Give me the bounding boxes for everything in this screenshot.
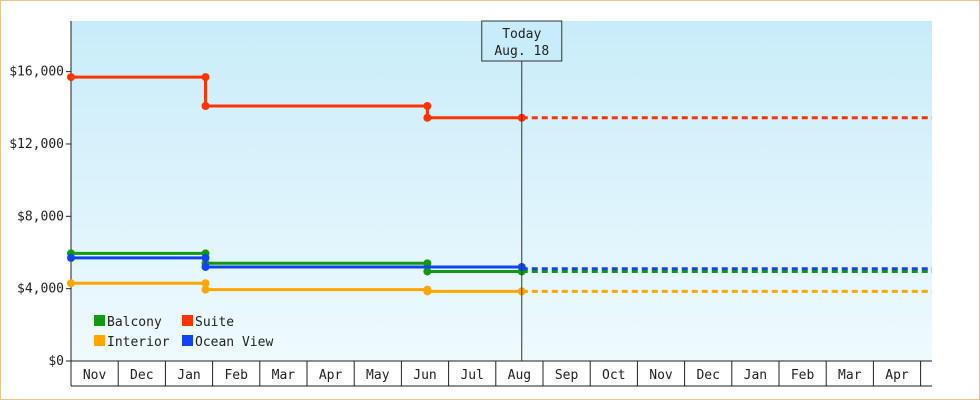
y-tick-label: $8,000: [17, 209, 64, 224]
data-point-suite: [423, 113, 432, 122]
y-tick-label: $4,000: [17, 282, 64, 297]
x-tick-label: Nov: [83, 368, 107, 383]
legend-label-suite: Suite: [195, 315, 234, 330]
data-point-suite: [67, 73, 75, 82]
legend-swatch-suite: [182, 315, 193, 326]
x-tick-label: Apr: [319, 368, 343, 383]
series-line-ocean-view: [71, 256, 522, 269]
plot-area: [71, 21, 932, 361]
today-date: Aug. 18: [494, 44, 549, 59]
x-tick-label: May: [366, 368, 390, 383]
legend-swatch-ocean-view: [182, 335, 193, 346]
series-line-suite: [71, 75, 522, 120]
x-tick-label: Oct: [602, 368, 625, 383]
x-tick-label: Jun: [413, 368, 436, 383]
legend-label-ocean-view: Ocean View: [195, 335, 273, 350]
series-layer: [67, 73, 932, 296]
data-point-interior: [423, 287, 432, 296]
series-line-interior: [71, 281, 522, 293]
legend-label-interior: Interior: [107, 335, 170, 350]
series-line-balcony: [71, 251, 522, 273]
x-tick-label: Dec: [130, 368, 153, 383]
y-tick-label: $12,000: [9, 137, 64, 152]
data-point-ocean-view: [201, 262, 210, 271]
y-tick-label: $0: [48, 354, 64, 369]
legend-swatch-balcony: [94, 315, 105, 326]
today-label: Today: [502, 27, 541, 42]
x-tick-label: Mar: [838, 368, 862, 383]
x-tick-label: Jan: [177, 368, 200, 383]
data-point-suite: [201, 102, 210, 110]
x-tick-label: Mar: [272, 368, 296, 383]
today-box: [481, 20, 563, 62]
x-tick-label: Jan: [744, 368, 767, 383]
data-point-balcony: [423, 259, 432, 268]
x-tick-label: Dec: [696, 368, 719, 383]
x-tick-label: Feb: [791, 368, 815, 383]
x-axis: Nov Dec Jan Feb Mar Apr May Jun Jul Aug Sep Oct Nov D…: [70, 360, 932, 387]
x-tick-label: Sep: [555, 368, 579, 383]
x-tick-label: Feb: [224, 368, 248, 383]
x-tick-label: Aug: [508, 368, 531, 383]
legend-label-balcony: Balcony: [107, 315, 162, 330]
y-tick-label: $16,000: [9, 65, 64, 80]
x-tick-label: Nov: [649, 368, 673, 383]
legend: Balcony Suite Interior Ocean View: [94, 315, 273, 350]
legend-swatch-interior: [94, 335, 105, 346]
data-point-ocean-view: [67, 253, 75, 262]
data-point-balcony: [423, 267, 432, 276]
data-point-ocean-view: [201, 253, 210, 262]
y-axis: $0 $4,000 $8,000 $12,000 $16,000: [9, 21, 72, 386]
data-point-interior: [67, 279, 75, 288]
data-point-interior: [201, 279, 210, 288]
today-marker: Today Aug. 18: [481, 20, 563, 361]
data-point-interior: [201, 285, 210, 294]
x-tick-label: Apr: [885, 368, 909, 383]
data-point-suite: [201, 73, 210, 82]
x-tick-label: Jul: [460, 368, 483, 383]
data-point-suite: [423, 102, 432, 110]
